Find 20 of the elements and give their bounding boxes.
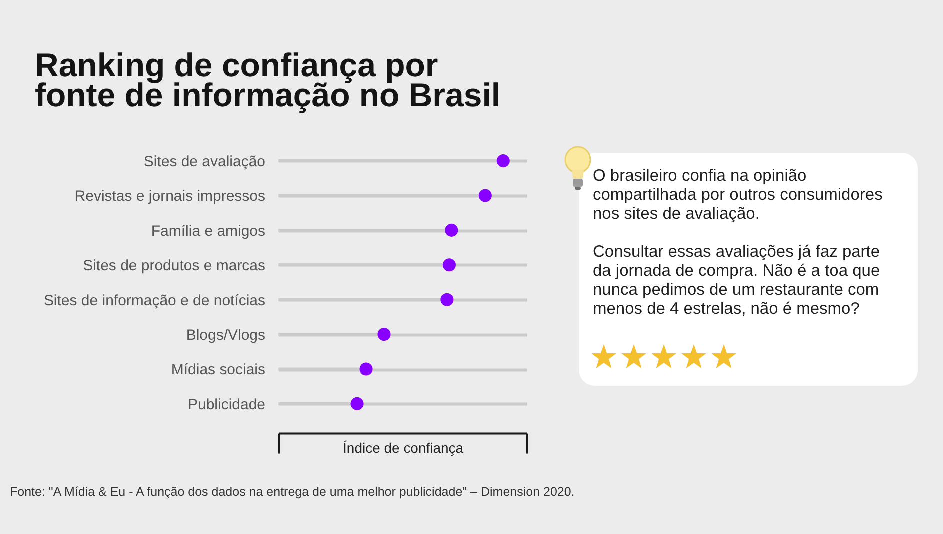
y-tick-label: Sites de produtos e marcas bbox=[83, 258, 266, 275]
text-card: O brasileiro confia na opinião compartilhada por outros consumidores nos sites de avaliação. Consultar essas avaliações já faz parte da jornada de compra. Não é a toa que nunca pedimos de um restaurante com menos de 4 estrelas, não é mesmo? bbox=[579, 153, 918, 386]
x-axis-title: Índice de confiança bbox=[343, 440, 464, 456]
point bbox=[378, 328, 391, 342]
y-tick-label: Família e amigos bbox=[151, 222, 266, 240]
point bbox=[496, 154, 510, 168]
y-tick-label: Revistas e jornais impressos bbox=[74, 188, 266, 206]
chart-title: Ranking de confiança por fonte de informação no Brasil bbox=[35, 46, 501, 114]
point bbox=[350, 397, 364, 410]
point bbox=[360, 362, 373, 376]
y-tick-label: Blogs/Vlogs bbox=[186, 327, 266, 344]
point bbox=[478, 189, 492, 202]
source-note: Fonte: "A Mídia & Eu - A função dos dados na entrega de uma melhor publicidade" – Dimension 2020. bbox=[10, 485, 575, 499]
point bbox=[442, 258, 456, 272]
y-tick-label: Mídias sociais bbox=[171, 362, 266, 379]
y-tick-label: Publicidade bbox=[188, 396, 266, 414]
y-tick-label: Sites de avaliação bbox=[144, 154, 266, 171]
point bbox=[440, 293, 454, 306]
y-tick-label: Sites de informação e de notícias bbox=[44, 292, 266, 310]
point bbox=[445, 224, 458, 237]
